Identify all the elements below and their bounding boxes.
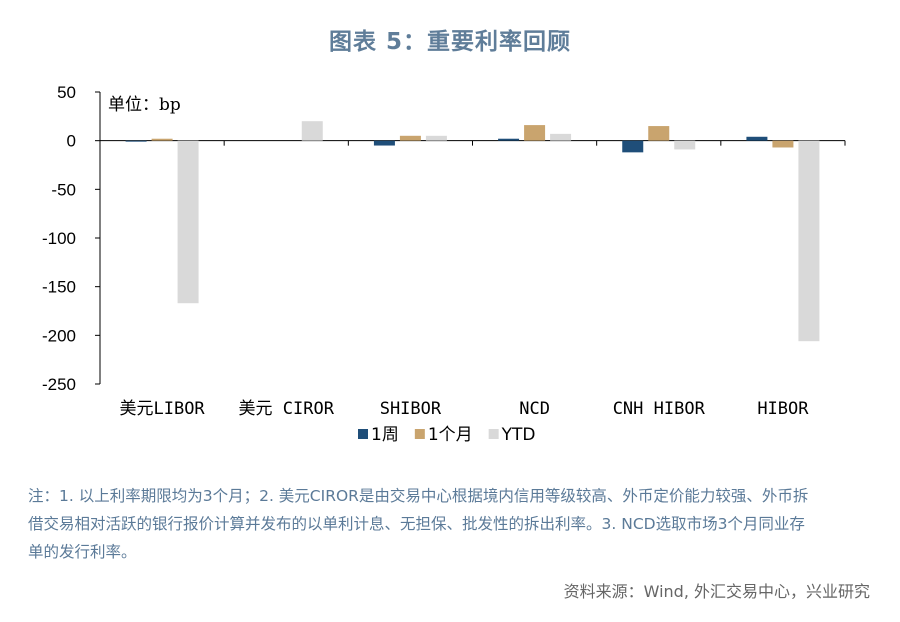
bar [425, 135, 447, 141]
y-tick-label: -250 [42, 375, 76, 394]
bar [772, 140, 794, 148]
bar [622, 140, 644, 153]
bar [151, 138, 173, 141]
bar [674, 140, 696, 150]
y-tick-label: 50 [57, 83, 76, 102]
legend-swatch [414, 429, 425, 439]
y-tick-label: 0 [67, 132, 76, 151]
x-axis [99, 140, 846, 146]
y-tick-label: -100 [42, 229, 76, 248]
chart-title: 图表 5：重要利率回顾 [328, 29, 571, 55]
source-note: 资料来源：Wind, 外汇交易中心，兴业研究 [563, 582, 870, 601]
bar [550, 133, 572, 141]
bar [301, 121, 323, 141]
bar [177, 140, 199, 304]
unit-label: 单位：bp [108, 95, 181, 115]
legend-label: YTD [501, 425, 536, 445]
bar [498, 138, 520, 141]
legend: 1周 1个月 YTD [358, 425, 536, 445]
x-tick-labels: 美元LIBOR 美元 CIROR SHIBOR NCD CNH HIBOR HIBOR [119, 399, 809, 419]
x-tick-label: SHIBOR [380, 399, 442, 419]
y-tick-label: -200 [42, 326, 76, 345]
x-tick-label: CNH HIBOR [613, 399, 706, 419]
bar-chart: 50 0 -50 -100 -150 -200 -250 美元LIBOR 美元 CIROR SH… [42, 83, 846, 445]
x-tick-label: HIBOR [757, 399, 809, 419]
y-tick-label: -150 [42, 278, 76, 297]
y-axis: 50 0 -50 -100 -150 -200 -250 [42, 83, 101, 394]
x-tick-label: 美元LIBOR [119, 399, 205, 419]
y-tick-label: -50 [51, 180, 76, 199]
bars [125, 121, 820, 342]
bar [373, 140, 395, 146]
legend-swatch [358, 429, 368, 439]
bar [399, 135, 421, 141]
footnote: 注：1. 以上利率期限均为3个月；2. 美元CIROR是由交易中心根据境内信用等… [28, 487, 809, 561]
bar [125, 140, 147, 142]
bar [746, 136, 768, 141]
legend-label: 1个月 [428, 425, 473, 445]
legend-label: 1周 [371, 425, 399, 445]
bar [648, 126, 670, 141]
legend-swatch [488, 429, 499, 439]
x-tick-label: 美元 CIROR [239, 399, 335, 419]
bar [524, 125, 546, 141]
x-tick-label: NCD [519, 399, 550, 419]
bar [798, 140, 820, 342]
